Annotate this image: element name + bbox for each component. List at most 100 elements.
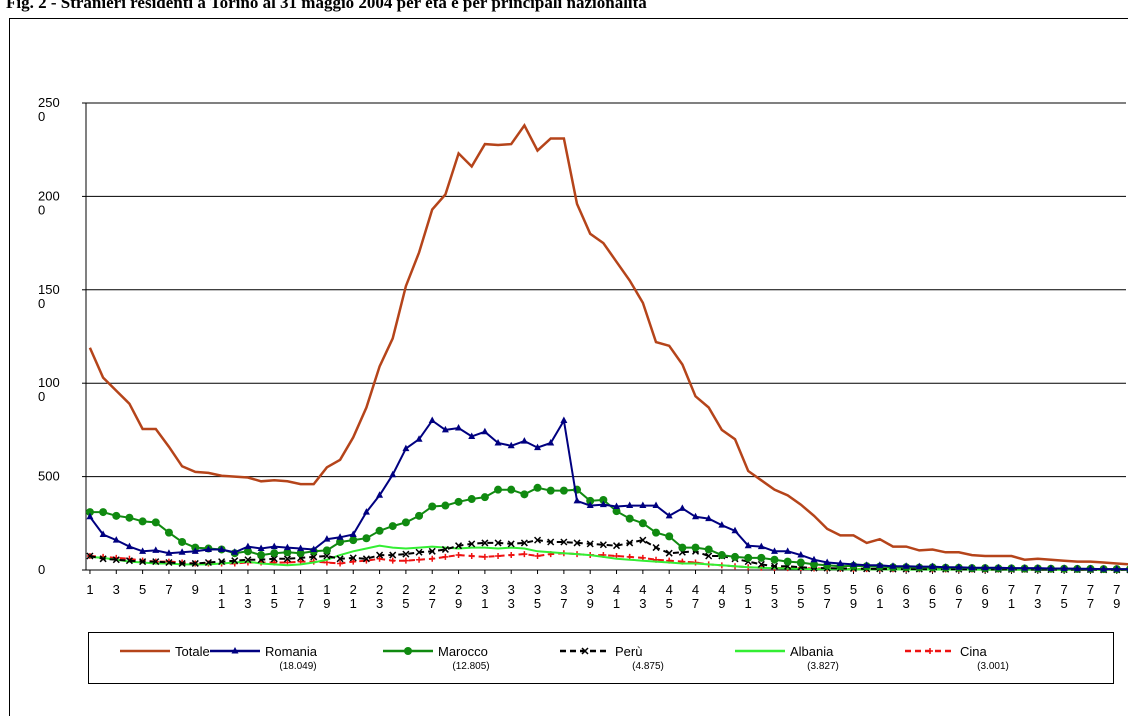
marker (139, 547, 147, 554)
marker (744, 553, 753, 562)
marker (468, 552, 475, 559)
marker (481, 539, 489, 547)
marker (836, 559, 844, 566)
y-tick-label: 0 (38, 562, 45, 577)
marker (573, 539, 581, 547)
marker (428, 502, 437, 511)
marker (112, 511, 121, 520)
marker (599, 495, 608, 504)
marker (204, 558, 212, 567)
marker (533, 483, 542, 492)
marker (863, 561, 871, 568)
marker (1113, 565, 1121, 572)
legend-sublabel: (4.875) (632, 661, 664, 672)
marker (350, 558, 357, 565)
marker (402, 557, 409, 564)
marker (99, 555, 107, 563)
x-tick-label: 5 (139, 582, 146, 597)
marker (770, 555, 779, 564)
marker (322, 546, 331, 555)
marker (165, 549, 173, 556)
marker (796, 558, 805, 567)
legend-sublabel: (12.805) (452, 661, 489, 672)
legend-label: Perù (615, 644, 642, 659)
marker (810, 560, 818, 569)
marker (415, 435, 423, 442)
y-tick-label: 150 0 (38, 282, 60, 311)
marker (586, 540, 594, 548)
marker (455, 552, 462, 559)
frame (9, 18, 1128, 716)
marker (428, 416, 436, 424)
marker (389, 557, 396, 564)
marker (784, 547, 792, 554)
marker (323, 535, 331, 542)
legend-marker (581, 647, 589, 655)
marker (626, 501, 634, 509)
marker (165, 558, 173, 567)
marker (218, 558, 226, 566)
marker (323, 552, 331, 560)
marker (164, 528, 173, 537)
marker (99, 508, 108, 517)
x-tick-label: 3 (113, 582, 120, 597)
marker (125, 513, 134, 522)
marker (717, 551, 726, 560)
marker (718, 521, 726, 528)
marker (283, 543, 291, 551)
marker (86, 552, 94, 560)
marker (639, 501, 647, 509)
legend-label: Romania (265, 644, 318, 659)
marker (204, 545, 212, 552)
marker (388, 522, 397, 531)
marker (362, 508, 370, 515)
marker (152, 558, 160, 566)
marker (152, 546, 160, 553)
marker (981, 563, 989, 571)
marker (178, 559, 186, 567)
marker (480, 493, 489, 502)
marker (362, 534, 371, 543)
marker (376, 491, 384, 498)
chart-title: Fig. 2 - Stranieri residenti a Torino al… (6, 0, 647, 12)
marker (454, 497, 463, 506)
marker (376, 551, 384, 559)
marker (928, 562, 936, 570)
marker (455, 542, 463, 550)
marker (994, 563, 1002, 571)
marker (336, 555, 344, 563)
marker (244, 542, 252, 550)
marker (125, 542, 133, 550)
marker (613, 542, 621, 550)
marker (283, 548, 292, 557)
marker (376, 555, 383, 562)
marker (547, 538, 555, 546)
marker (507, 485, 516, 494)
marker (151, 518, 160, 527)
marker (401, 518, 410, 527)
marker (178, 548, 186, 555)
marker (665, 549, 673, 557)
legend-marker-shape (231, 647, 239, 654)
marker (797, 551, 805, 558)
marker (270, 555, 278, 563)
marker (218, 545, 226, 552)
legend-marker-shape (404, 647, 412, 655)
